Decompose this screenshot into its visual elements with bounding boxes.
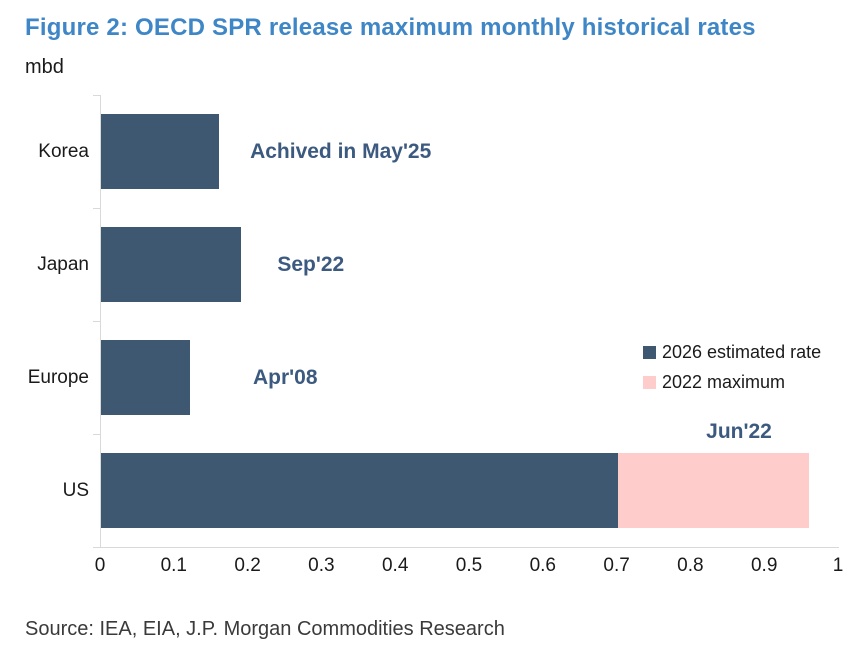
source-text: Source: IEA, EIA, J.P. Morgan Commoditie…: [25, 618, 505, 640]
category-label-us: US: [62, 479, 89, 501]
chart-row-korea: Korea Achived in May'25: [38, 95, 839, 208]
chart-title: Figure 2: OECD SPR release maximum month…: [25, 14, 756, 41]
plot-area: Korea Achived in May'25 Japan Sep'22 Europe A…: [28, 95, 839, 548]
annotation-japan: Sep'22: [277, 252, 345, 276]
bar-segment-japan: [101, 227, 242, 302]
chart-row-japan: Japan Sep'22: [37, 208, 839, 321]
bar-japan: [101, 227, 839, 302]
legend-swatch-icon: [643, 345, 656, 359]
bar-segment-europe: [101, 340, 190, 415]
x-tick-label-0.6: 0.6: [529, 555, 557, 576]
legend: 2026 estimated rate 2022 maximum: [643, 337, 821, 397]
y-axis-unit-label: mbd: [25, 56, 64, 78]
y-axis-tickmark: [93, 208, 100, 209]
x-axis: 0 0.1 0.2 0.3 0.4 0.5 0.6 0.7 0.8 0.9 1: [95, 551, 844, 579]
chart-row-us: US Jun'22: [63, 420, 839, 547]
bar-europe: [101, 340, 839, 415]
x-tick-label-0.1: 0.1: [160, 555, 188, 576]
y-axis-tickmark: [93, 95, 100, 96]
annotation-korea: Achived in May'25: [250, 139, 432, 163]
x-tick-label-0.7: 0.7: [603, 555, 630, 576]
bar-segment-us: [101, 453, 618, 528]
legend-entry-0: 2026 estimated rate: [643, 337, 821, 367]
x-tick-label-0.4: 0.4: [381, 555, 409, 576]
category-label-korea: Korea: [38, 140, 89, 162]
x-tick-label-0: 0: [94, 555, 106, 576]
bar-segment-korea: [101, 114, 220, 189]
x-tick-label-0.3: 0.3: [308, 555, 335, 576]
x-tick-label-1: 1: [832, 555, 844, 576]
bar-segment-us: [617, 453, 810, 528]
legend-entry-1: 2022 maximum: [643, 367, 821, 397]
x-tick-label-0.2: 0.2: [234, 555, 261, 576]
chart-row-europe: Europe Apr'08: [28, 321, 839, 434]
y-axis-tickmark: [93, 434, 100, 435]
y-axis-tickmark: [93, 547, 100, 548]
bar-us: [101, 453, 839, 528]
y-axis-tickmark: [93, 321, 100, 322]
category-label-japan: Japan: [37, 253, 89, 275]
legend-swatch-icon: [643, 375, 656, 389]
annotation-us: Jun'22: [706, 420, 772, 443]
legend-label: 2026 estimated rate: [662, 341, 822, 362]
x-tick-label-0.9: 0.9: [750, 555, 778, 576]
x-tick-label-0.5: 0.5: [455, 555, 483, 576]
bar-korea: [101, 114, 839, 189]
x-tick-label-0.8: 0.8: [677, 555, 704, 576]
annotation-europe: Apr'08: [253, 365, 318, 389]
category-label-europe: Europe: [27, 366, 89, 388]
legend-label: 2022 maximum: [662, 371, 786, 392]
